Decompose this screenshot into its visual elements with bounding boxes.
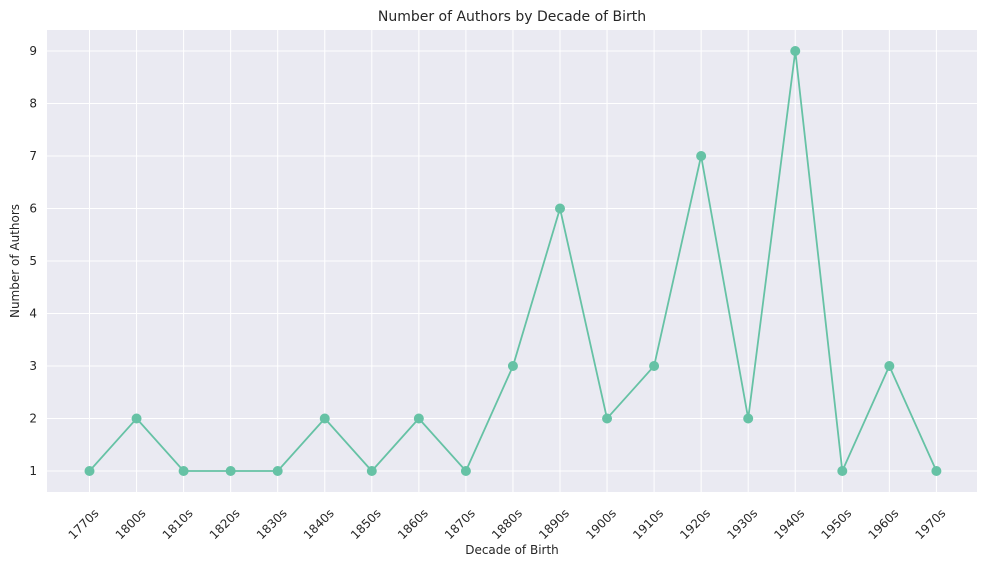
y-tick-label: 9 (29, 44, 37, 58)
y-tick-label: 3 (29, 359, 37, 373)
series-points (84, 46, 942, 476)
x-tick-label: 1830s (254, 506, 290, 542)
data-point (555, 203, 565, 214)
y-axis-ticks: 1 2 3 4 5 6 7 8 9 (29, 44, 37, 478)
data-point (602, 413, 613, 424)
data-point (743, 413, 754, 424)
x-tick-label: 1800s (113, 506, 149, 542)
x-tick-label: 1770s (66, 506, 102, 542)
x-tick-label: 1840s (301, 506, 337, 542)
x-tick-label: 1910s (630, 506, 666, 542)
y-tick-label: 1 (29, 464, 37, 478)
data-point (931, 466, 942, 476)
x-tick-label: 1880s (489, 506, 525, 542)
x-tick-label: 1960s (865, 506, 901, 542)
data-point (84, 466, 95, 476)
y-tick-label: 4 (29, 307, 37, 321)
data-point (884, 361, 895, 371)
data-point (366, 466, 377, 476)
data-point (460, 466, 471, 476)
data-point (413, 413, 424, 424)
data-point (272, 466, 283, 476)
data-point (507, 361, 518, 371)
y-tick-label: 6 (29, 202, 37, 216)
y-tick-label: 8 (29, 97, 37, 111)
x-tick-label: 1870s (442, 506, 478, 542)
data-point (178, 466, 189, 476)
data-point (696, 151, 707, 161)
x-tick-label: 1890s (536, 506, 572, 542)
y-tick-label: 2 (29, 412, 37, 426)
x-tick-label: 1850s (348, 506, 384, 542)
data-point (131, 413, 142, 424)
x-tick-label: 1940s (771, 506, 807, 542)
x-tick-label: 1860s (395, 506, 431, 542)
x-tick-label: 1930s (724, 506, 760, 542)
y-axis-label: Number of Authors (8, 204, 22, 318)
x-tick-label: 1820s (207, 506, 243, 542)
chart-title: Number of Authors by Decade of Birth (378, 9, 646, 25)
y-tick-label: 5 (29, 254, 37, 268)
data-point (790, 46, 801, 56)
x-tick-label: 1920s (677, 506, 713, 542)
x-axis-label: Decade of Birth (465, 543, 559, 557)
data-point (649, 361, 660, 371)
data-point (837, 466, 848, 476)
data-point (319, 413, 330, 424)
y-tick-label: 7 (29, 149, 37, 163)
x-axis-ticks: 1770s 1800s 1810s 1820s 1830s 1840s 1850s 1860s… (66, 506, 949, 542)
x-tick-label: 1950s (818, 506, 854, 542)
x-tick-label: 1970s (913, 506, 949, 542)
x-tick-label: 1810s (160, 506, 196, 542)
x-tick-label: 1900s (583, 506, 619, 542)
data-point (225, 466, 236, 476)
